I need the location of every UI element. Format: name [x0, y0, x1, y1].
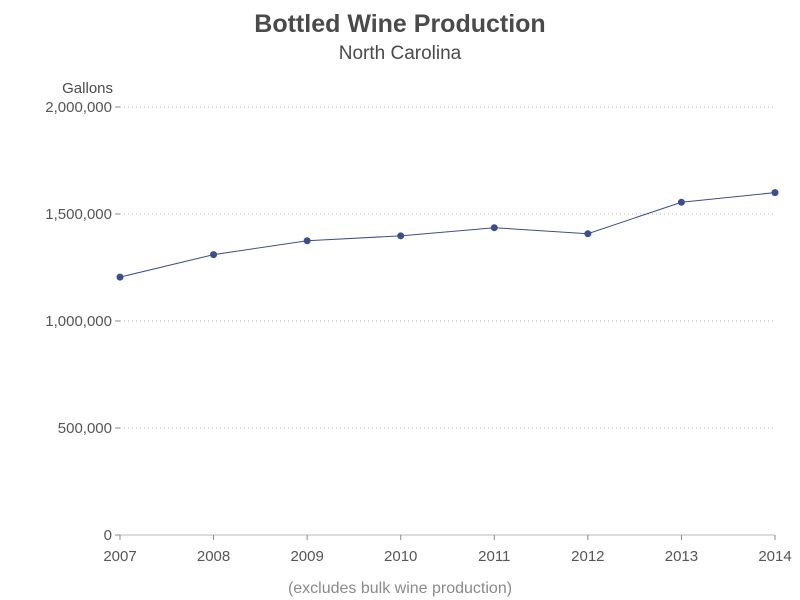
data-point — [397, 232, 405, 240]
chart-subtitle: North Carolina — [339, 43, 462, 64]
y-tick-label: 500,000 — [58, 420, 112, 437]
data-point — [771, 189, 779, 197]
data-series — [116, 189, 779, 281]
x-tick-label: 2014 — [758, 548, 791, 565]
x-tick-label: 2013 — [665, 548, 698, 565]
x-tick-label: 2011 — [478, 548, 510, 565]
footnote: (excludes bulk wine production) — [288, 580, 512, 597]
axes: 0 500,000 1,000,000 1,500,000 2,000,000 2007 2… — [45, 99, 791, 565]
gridlines — [120, 106, 775, 429]
series-line — [119, 192, 776, 278]
x-tick-label: 2012 — [571, 548, 604, 565]
x-tick-label: 2010 — [384, 548, 417, 565]
data-point — [677, 198, 685, 206]
y-axis-label: Gallons — [62, 80, 113, 97]
chart-title: Bottled Wine Production — [254, 10, 545, 38]
data-point — [116, 273, 124, 281]
x-tick-label: 2008 — [197, 548, 230, 565]
data-point — [303, 237, 311, 245]
y-tick-label: 1,500,000 — [45, 206, 112, 223]
y-tick-label: 0 — [104, 527, 112, 544]
x-tick-label: 2009 — [290, 548, 323, 565]
data-point — [490, 224, 498, 232]
y-tick-label: 2,000,000 — [45, 99, 112, 116]
data-point — [210, 251, 218, 259]
x-tick-label: 2007 — [103, 548, 136, 565]
y-tick-label: 1,000,000 — [45, 313, 112, 330]
data-point — [584, 230, 592, 238]
